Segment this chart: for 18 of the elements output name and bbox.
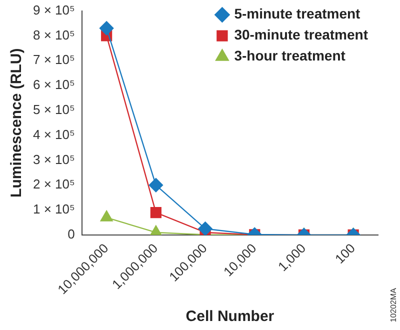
y-tick-label: 7 × 10⁵	[32, 52, 75, 68]
y-tick-label: 1 × 10⁵	[32, 202, 75, 217]
y-tick-label: 9 × 10⁵	[32, 2, 75, 18]
y-tick-label: 0	[68, 226, 75, 242]
x-axis-title: Cell Number	[186, 308, 274, 326]
y-tick-label: 2 × 10⁵	[32, 176, 75, 192]
x-tick-label: 100	[332, 240, 358, 266]
y-tick-label: 6 × 10⁵	[32, 77, 75, 92]
legend-label: 30-minute treatment	[234, 26, 368, 43]
y-tick-label: 4 × 10⁵	[32, 126, 75, 142]
y-axis-title: Luminescence (RLU)	[8, 48, 26, 198]
y-tick-label: 3 × 10⁵	[32, 152, 75, 167]
y-tick-label: 5 × 10⁵	[32, 102, 75, 118]
legend-label: 3-hour treatment	[234, 48, 346, 64]
legend-label: 5-minute treatment	[234, 6, 361, 22]
text: 10202MA	[389, 288, 398, 322]
y-tick-label: 8 × 10⁵	[32, 27, 75, 42]
point	[99, 21, 114, 36]
